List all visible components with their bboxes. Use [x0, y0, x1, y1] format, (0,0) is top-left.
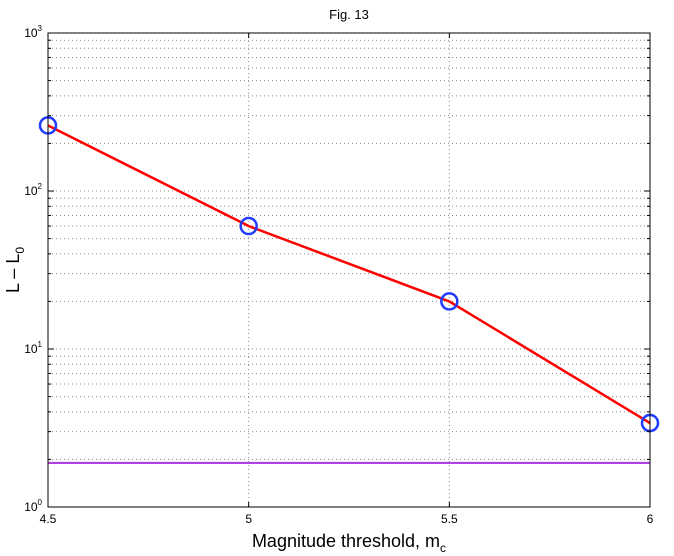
x-axis-ticks: 4.5 5 5.5 6 — [40, 33, 654, 526]
x-tick-label: 6 — [647, 512, 654, 526]
x-tick-label: 4.5 — [40, 512, 57, 526]
x-axis-label: Magnitude threshold, mc — [252, 531, 446, 555]
data-point — [440, 292, 459, 311]
y-tick-label: 101 — [24, 340, 42, 356]
series-line — [47, 124, 651, 425]
y-axis-ticks: 100 101 102 103 — [24, 24, 650, 514]
y-axis-label-subscript: 0 — [13, 247, 27, 254]
x-axis-label-base: Magnitude threshold, m — [252, 531, 440, 551]
y-tick-label: 103 — [24, 24, 42, 40]
y-tick-label: 100 — [24, 498, 42, 514]
y-tick-label: 102 — [24, 182, 42, 198]
y-axis-label: L – L0 — [3, 247, 27, 293]
y-axis-label-base: L – L — [3, 254, 23, 293]
x-tick-label: 5.5 — [441, 512, 458, 526]
x-axis-label-subscript: c — [440, 541, 446, 555]
chart-title: Fig. 13 — [329, 7, 369, 22]
data-point — [239, 216, 258, 236]
grid — [47, 32, 651, 508]
x-tick-label: 5 — [245, 512, 252, 526]
plot-frame — [47, 32, 651, 508]
